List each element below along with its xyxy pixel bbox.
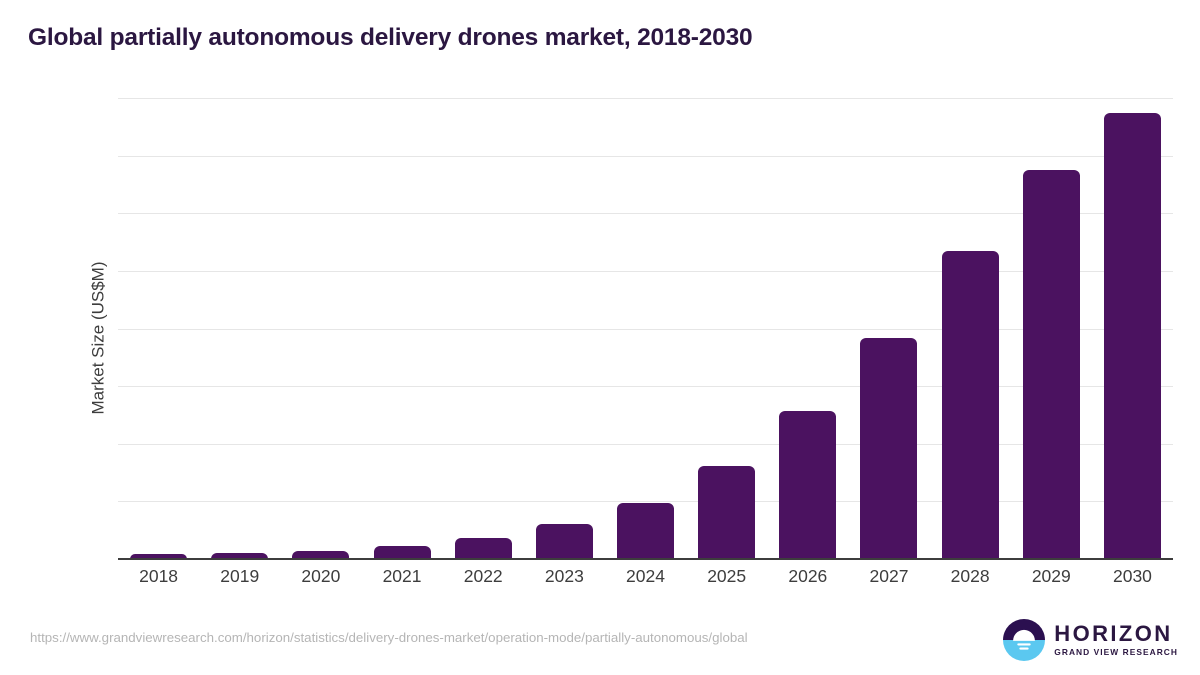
bar-slot [1092, 98, 1173, 559]
bar-slot [767, 98, 848, 559]
bar[interactable] [1103, 112, 1161, 559]
x-axis-tick-label: 2023 [544, 566, 584, 586]
gridline [118, 155, 1173, 157]
gridline [118, 213, 1173, 215]
gridline [118, 386, 1173, 388]
bar[interactable] [373, 546, 431, 559]
plot-area: 05001000150020002500300035004000 [118, 98, 1173, 560]
x-axis-tick-label: 2022 [463, 566, 503, 586]
bar[interactable] [211, 553, 269, 559]
bar-slot [280, 98, 361, 559]
x-axis-tick-label: 2030 [1112, 566, 1152, 586]
bar-slot [930, 98, 1011, 559]
bar[interactable] [617, 502, 675, 559]
x-axis-tick-label: 2027 [869, 566, 909, 586]
bar[interactable] [779, 411, 837, 559]
bar-slot [361, 98, 442, 559]
horizon-logo-text: HORIZON GRAND VIEW RESEARCH [1054, 621, 1178, 658]
gridline [118, 443, 1173, 445]
source-url[interactable]: https://www.grandviewresearch.com/horizo… [30, 630, 748, 645]
bar-slot [118, 98, 199, 559]
bar[interactable] [941, 250, 999, 559]
bar-slot [605, 98, 686, 559]
horizon-logo[interactable]: HORIZON GRAND VIEW RESEARCH [1003, 618, 1178, 662]
gridline [118, 98, 1173, 99]
x-axis-tick-label: 2028 [950, 566, 990, 586]
gridline [118, 328, 1173, 330]
x-axis-tick-label: 2021 [382, 566, 422, 586]
horizon-logo-icon [1003, 619, 1046, 661]
x-axis-tick-label: 2025 [707, 566, 747, 586]
x-axis-tick-label: 2020 [301, 566, 341, 586]
bar[interactable] [454, 538, 512, 559]
bar-series [118, 98, 1173, 559]
gridline [118, 501, 1173, 503]
bar-slot [443, 98, 524, 559]
logo-tagline: GRAND VIEW RESEARCH [1054, 647, 1178, 658]
bar[interactable] [698, 465, 756, 559]
page-title: Global partially autonomous delivery dro… [28, 24, 753, 51]
gridline [118, 270, 1173, 272]
bar[interactable] [292, 551, 350, 559]
x-axis-tick-label: 2026 [788, 566, 828, 586]
y-axis-title: Market Size (US$M) [88, 260, 108, 415]
x-axis-tick-label: 2018 [139, 566, 179, 586]
bar-slot [1011, 98, 1092, 559]
bar-slot [686, 98, 767, 559]
bar-slot [848, 98, 929, 559]
x-axis-tick-label: 2029 [1031, 566, 1071, 586]
bar-slot [199, 98, 280, 559]
x-axis-tick-label: 2019 [220, 566, 260, 586]
bar[interactable] [130, 554, 188, 559]
bar-slot [524, 98, 605, 559]
x-axis-line [118, 558, 1173, 560]
bar[interactable] [860, 337, 918, 559]
bar[interactable] [1022, 170, 1080, 559]
bar[interactable] [535, 524, 593, 559]
logo-wordmark: HORIZON [1054, 621, 1173, 647]
x-axis-tick-labels: 2018 2019 2020 2021 2022 2023 2024 2025 2026 2027… [118, 566, 1173, 587]
x-axis-tick-label: 2024 [626, 566, 665, 586]
